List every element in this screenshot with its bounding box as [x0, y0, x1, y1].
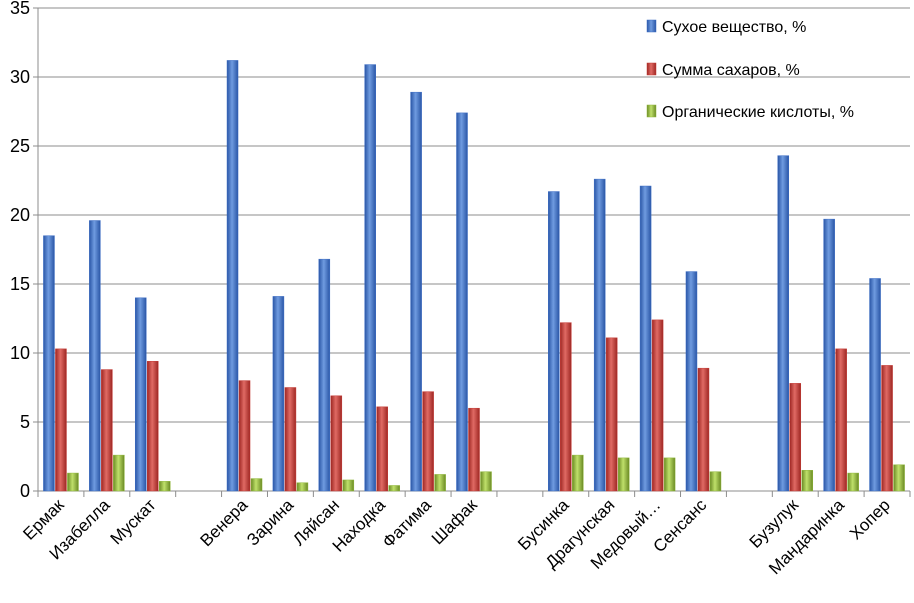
bar-2 [146, 361, 159, 492]
bar-1 [364, 64, 376, 492]
bar-3 [617, 457, 630, 492]
bar-2 [835, 348, 847, 492]
bar-1 [456, 112, 468, 492]
bar-3 [663, 457, 676, 492]
legend-swatch [646, 62, 657, 76]
y-tick-label: 15 [10, 274, 30, 294]
legend: Сухое вещество, % Сумма сахаров, % Органич… [646, 19, 854, 121]
gridlines [38, 7, 910, 423]
bar-3 [847, 472, 859, 492]
bar-2 [881, 365, 893, 492]
bar-2 [376, 406, 388, 492]
legend-label: Сумма сахаров, % [662, 62, 800, 79]
bar-1 [43, 235, 55, 492]
bar-1 [226, 60, 239, 492]
bar-2 [55, 348, 67, 492]
x-tick-label: Венера [197, 495, 252, 550]
bar-1 [869, 278, 881, 492]
bar-1 [593, 178, 606, 492]
bar-3 [296, 482, 309, 492]
bar-2 [422, 391, 434, 492]
bar-2 [697, 367, 710, 492]
x-tick-label: Зарина [243, 495, 297, 549]
bar-2 [330, 395, 343, 492]
bar-1 [777, 155, 790, 492]
bar-2 [101, 369, 113, 492]
bar-2 [605, 337, 618, 492]
legend-label: Сухое вещество, % [662, 19, 806, 36]
bar-1 [89, 220, 101, 492]
bar-1 [318, 258, 331, 492]
x-tick-label: Фатима [379, 495, 436, 552]
y-tick-label: 30 [10, 67, 30, 87]
bar-3 [893, 464, 905, 492]
bar-3 [801, 470, 814, 492]
bars [43, 60, 905, 492]
legend-swatch [646, 19, 657, 33]
bar-2 [284, 387, 297, 492]
bar-3 [158, 481, 171, 492]
bar-2 [651, 319, 664, 492]
y-tick-label: 0 [20, 481, 30, 501]
bar-1 [548, 191, 560, 492]
bar-3 [388, 485, 400, 492]
legend-swatch [646, 104, 657, 118]
y-tick-labels: 0 5 10 15 20 25 30 35 [10, 0, 30, 501]
bar-1 [823, 218, 835, 492]
bar-3 [480, 471, 492, 492]
x-tick-label: Мускат [107, 495, 160, 548]
bar-1 [272, 296, 285, 492]
bar-2 [468, 407, 480, 492]
y-tick-label: 5 [20, 412, 30, 432]
bar-2 [238, 380, 251, 492]
bar-1 [134, 297, 147, 492]
bar-1 [410, 91, 422, 492]
legend-label: Органические кислоты, % [662, 104, 854, 121]
x-tick-label: Хопер [846, 495, 894, 543]
bar-3 [572, 454, 584, 492]
y-tick-label: 25 [10, 136, 30, 156]
bar-2 [560, 322, 572, 492]
bar-1 [685, 271, 698, 492]
y-tick-label: 20 [10, 205, 30, 225]
x-tick-label: Шафак [428, 495, 481, 548]
bar-3 [67, 472, 79, 492]
bar-3 [709, 471, 722, 492]
bar-3 [342, 479, 355, 492]
bar-3 [250, 478, 263, 492]
bar-1 [639, 185, 652, 492]
bar-2 [789, 383, 802, 492]
y-tick-label: 10 [10, 343, 30, 363]
bar-3 [434, 474, 446, 492]
y-tick-label: 35 [10, 0, 30, 18]
bar-3 [113, 454, 125, 492]
